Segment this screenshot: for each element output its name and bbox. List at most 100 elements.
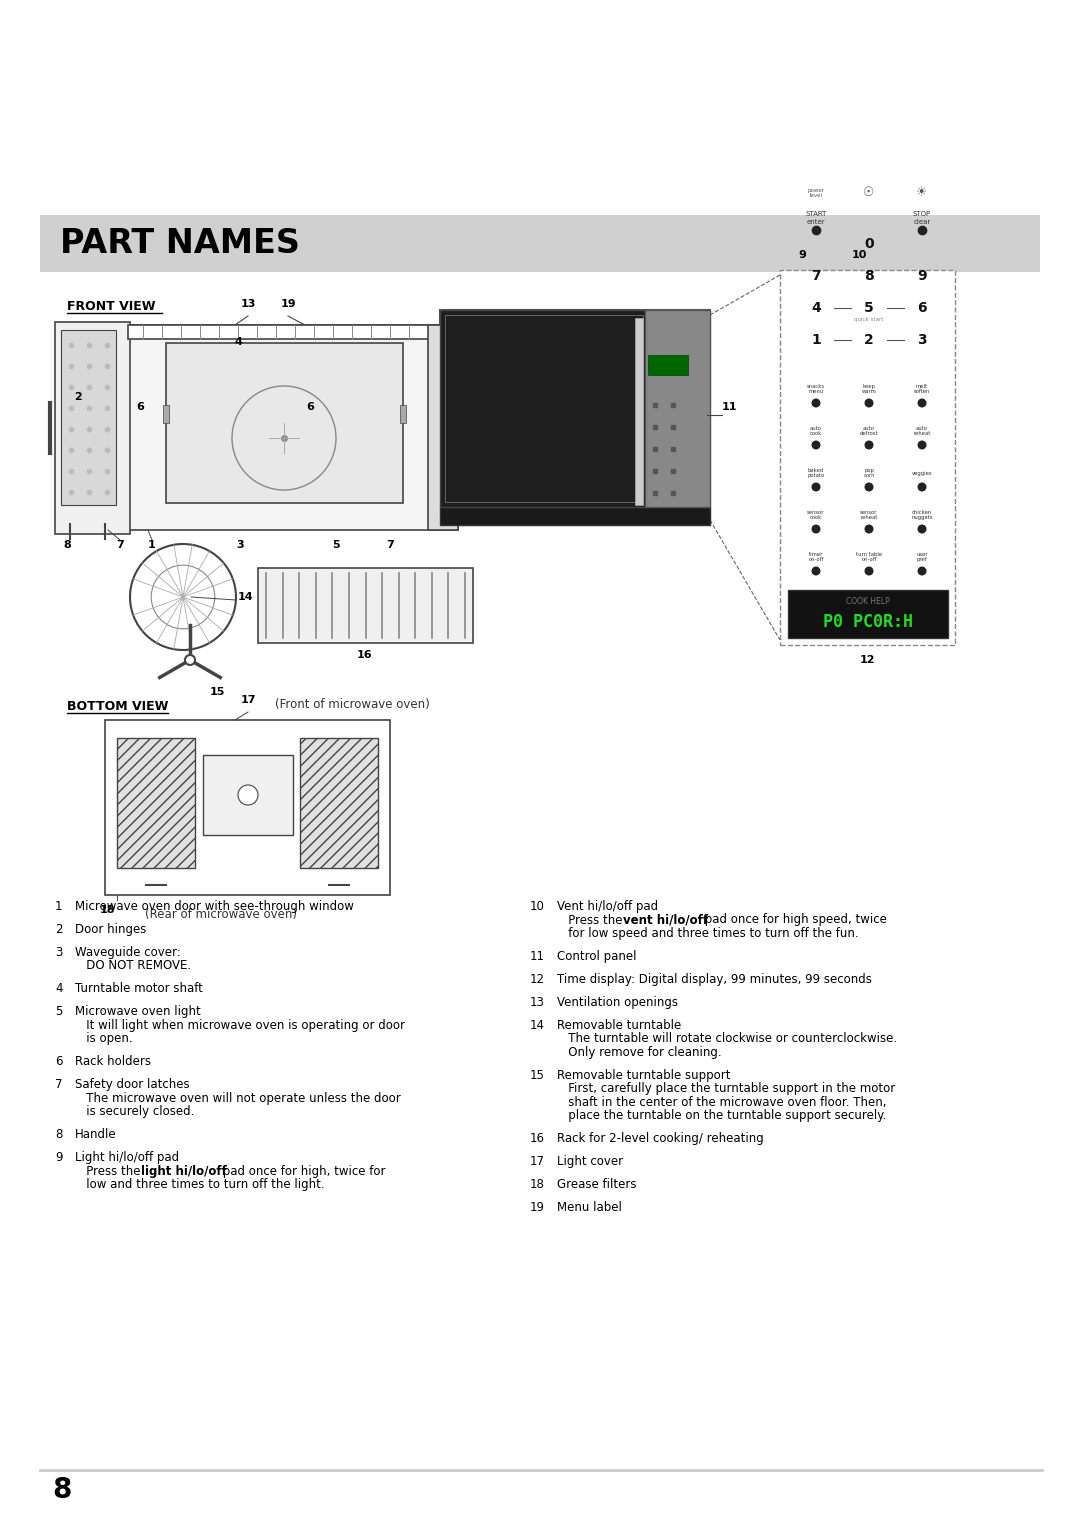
Text: pad once for high, twice for: pad once for high, twice for [219,1165,386,1177]
Bar [428,325,458,530]
Text: turn table
on-off: turn table on-off [856,551,882,562]
Text: 4: 4 [55,983,63,995]
Text: 8: 8 [55,1128,63,1141]
Text: Safety door latches: Safety door latches [75,1078,190,1092]
Circle shape [864,482,874,491]
Text: Press the: Press the [557,914,626,926]
Text: 18: 18 [100,905,116,916]
Text: Microwave oven door with see-through window: Microwave oven door with see-through win… [75,900,354,912]
Text: 5: 5 [864,302,874,315]
Text: (Rear of microwave oven): (Rear of microwave oven) [145,908,297,922]
Text: It will light when microwave oven is operating or door: It will light when microwave oven is ope… [75,1018,405,1032]
Text: place the turntable on the turntable support securely.: place the turntable on the turntable sup… [557,1110,887,1122]
Text: 4: 4 [811,302,821,315]
Text: 0: 0 [864,237,874,251]
Circle shape [918,525,927,533]
Text: melt
soften: melt soften [914,384,930,395]
Bar [780,269,955,645]
Text: auto
reheat: auto reheat [914,426,931,436]
Text: Rack for 2-level cooking/ reheating: Rack for 2-level cooking/ reheating [557,1133,764,1145]
Text: Microwave oven light: Microwave oven light [75,1006,201,1018]
Text: 1: 1 [811,334,821,348]
Text: Vent hi/lo/off pad: Vent hi/lo/off pad [557,900,658,912]
Text: 15: 15 [210,687,226,697]
Text: 18: 18 [530,1177,545,1191]
Text: BOTTOM VIEW: BOTTOM VIEW [67,700,168,713]
Text: 3: 3 [237,540,244,550]
Text: Press the: Press the [75,1165,145,1177]
Text: Removable turntable support: Removable turntable support [557,1069,730,1082]
Circle shape [811,482,821,491]
Circle shape [238,785,258,805]
Bar [258,568,473,643]
Bar [105,720,390,896]
Text: Light cover: Light cover [557,1156,623,1168]
Text: pop
corn: pop corn [863,467,875,478]
Bar [400,406,406,423]
Text: 9: 9 [917,269,927,283]
Text: auto
defrost: auto defrost [860,426,878,436]
Bar [440,507,710,525]
Circle shape [918,441,927,450]
Text: 6: 6 [136,403,144,412]
Bar [40,214,1040,273]
Text: 3: 3 [55,946,63,958]
Bar [788,589,948,638]
Text: sensor
cook: sensor cook [807,510,825,521]
Text: 10: 10 [530,900,545,912]
Text: auto
cook: auto cook [810,426,822,436]
Circle shape [918,398,927,407]
Text: 2: 2 [55,923,63,935]
Text: FRONT VIEW: FRONT VIEW [67,300,156,312]
Text: 2: 2 [75,392,82,403]
Circle shape [864,566,874,576]
Text: keep
warm: keep warm [862,384,877,395]
Text: 6: 6 [917,302,927,315]
Bar [55,322,130,534]
Text: 11: 11 [723,403,738,412]
Bar [129,325,458,338]
Text: DO NOT REMOVE.: DO NOT REMOVE. [75,960,191,972]
Text: 15: 15 [530,1069,545,1082]
Circle shape [918,482,927,491]
Text: Door hinges: Door hinges [75,923,147,935]
Text: 13: 13 [530,995,545,1009]
Text: Only remove for cleaning.: Only remove for cleaning. [557,1046,721,1059]
Text: 5: 5 [55,1006,63,1018]
Text: vent hi/lo/off: vent hi/lo/off [623,914,708,926]
Circle shape [811,398,821,407]
Text: Grease filters: Grease filters [557,1177,636,1191]
Text: 11: 11 [530,949,545,963]
Text: Waveguide cover:: Waveguide cover: [75,946,180,958]
Text: 7: 7 [117,540,124,550]
Text: chicken
nuggets: chicken nuggets [912,510,933,521]
Text: user
pref: user pref [916,551,928,562]
Text: ☀: ☀ [916,187,928,199]
Text: 16: 16 [530,1133,545,1145]
Text: 9: 9 [798,250,806,260]
Circle shape [864,525,874,533]
Text: ☉: ☉ [863,187,875,199]
Text: COOK HELP: COOK HELP [846,597,890,606]
Text: shaft in the center of the microwave oven floor. Then,: shaft in the center of the microwave ove… [557,1096,887,1108]
Text: 19: 19 [280,299,296,309]
Text: is securely closed.: is securely closed. [75,1105,194,1118]
Text: 19: 19 [530,1200,545,1214]
Bar [203,755,293,834]
Text: (Front of microwave oven): (Front of microwave oven) [275,698,430,710]
Text: PART NAMES: PART NAMES [60,227,300,260]
Circle shape [185,655,195,664]
Circle shape [811,525,821,533]
Text: 12: 12 [860,655,875,664]
Bar [648,355,688,375]
Circle shape [864,398,874,407]
Text: 17: 17 [240,695,256,704]
Text: 8: 8 [864,269,874,283]
Text: Rack holders: Rack holders [75,1055,151,1069]
Bar [635,318,643,505]
Bar [117,738,195,868]
Circle shape [811,441,821,450]
Bar [129,325,458,530]
Text: 7: 7 [55,1078,63,1092]
Bar [440,309,710,525]
